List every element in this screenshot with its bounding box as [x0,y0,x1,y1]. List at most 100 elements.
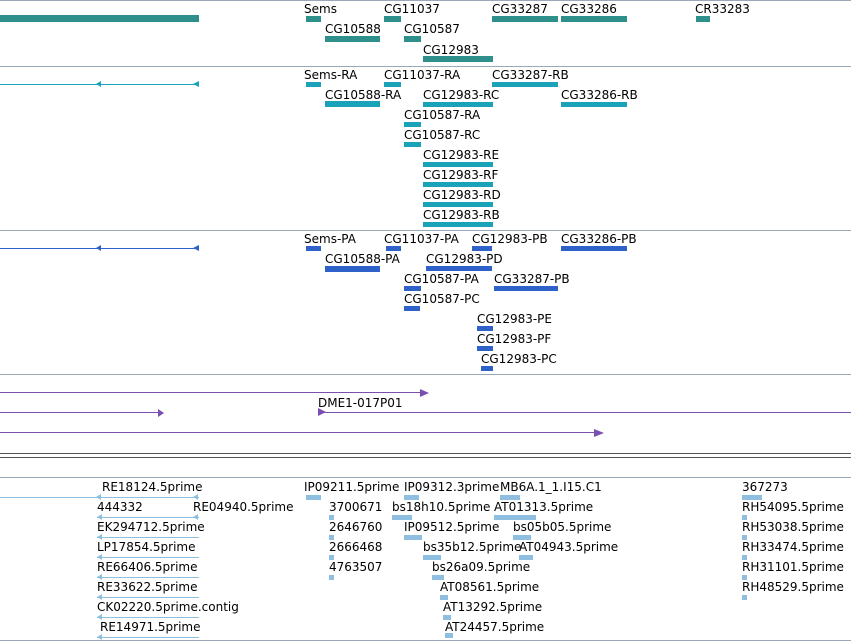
est-feature[interactable] [513,535,531,540]
est-feature[interactable] [500,495,520,500]
est-feature[interactable] [404,535,422,540]
est-label[interactable]: LP17854.5prime [97,540,196,554]
transcript-label[interactable]: CG10587-RC [404,128,481,142]
est-label[interactable]: 2646760 [329,520,383,534]
est-feature[interactable] [404,495,419,500]
est-label[interactable]: bs26a09.5prime [432,560,531,574]
est-label[interactable]: IP09312.3prime [404,480,500,494]
est-label[interactable]: RE33622.5prime [97,580,198,594]
gene-feature-cg12983[interactable] [423,56,493,62]
transcript-feature[interactable] [423,182,493,187]
est-label[interactable]: CK02220.5prime.contig [97,600,239,614]
est-label[interactable]: RH31101.5prime [742,560,844,574]
protein-label[interactable]: CG12983-PD [426,252,503,266]
transcript-feature[interactable] [306,82,321,87]
gene-feature-cg33286[interactable] [561,16,627,22]
protein-feature[interactable] [477,346,493,351]
transcript-label[interactable]: CG10588-RA [325,88,402,102]
est-label[interactable]: IP09512.5prime [404,520,500,534]
transcript-feature[interactable] [384,82,401,87]
est-feature[interactable] [494,515,536,520]
protein-feature[interactable] [426,266,492,271]
est-feature[interactable] [329,575,334,580]
est-label[interactable]: AT08561.5prime [440,580,540,594]
transcript-feature[interactable] [423,162,493,167]
transcript-feature[interactable] [404,142,421,147]
gene-label[interactable]: CG10588 [325,22,381,36]
protein-feature[interactable] [477,326,493,331]
gene-label[interactable]: CR33283 [695,2,750,16]
transcript-label[interactable]: CG33286-RB [561,88,638,102]
transcript-feature[interactable] [423,102,493,107]
gene-label[interactable]: CG11037 [384,2,440,16]
protein-label[interactable]: CG10587-PA [404,272,479,286]
gene-feature-sems[interactable] [306,16,321,22]
protein-label[interactable]: CG12983-PE [477,312,552,326]
alignment-line[interactable] [0,412,163,413]
protein-label[interactable]: CG33287-PB [494,272,570,286]
est-label[interactable]: AT01313.5prime [494,500,594,514]
protein-feature[interactable] [481,366,493,371]
gene-label[interactable]: CG10587 [404,22,460,36]
protein-feature[interactable] [561,246,627,251]
est-feature[interactable] [423,555,441,560]
est-feature[interactable] [742,495,762,500]
transcript-label[interactable]: Sems-RA [304,68,358,82]
est-feature[interactable] [392,515,412,520]
protein-feature[interactable] [404,306,420,311]
est-label[interactable]: bs35b12.5prime [423,540,522,554]
est-label[interactable]: 367273 [742,480,788,494]
gene-label[interactable]: Sems [304,2,337,16]
transcript-label[interactable]: CG12983-RE [423,148,500,162]
est-feature[interactable] [440,595,448,600]
est-label[interactable]: RE66406.5prime [97,560,198,574]
protein-feature[interactable] [325,266,380,272]
transcript-feature[interactable] [423,202,493,207]
est-label[interactable]: 3700671 [329,500,383,514]
est-label[interactable]: 2666468 [329,540,383,554]
gene-feature-cg10587[interactable] [404,36,421,42]
gene-label[interactable]: CG12983 [423,43,479,57]
est-feature[interactable] [742,535,747,540]
alignment-line[interactable] [0,392,426,393]
est-feature[interactable] [443,615,451,620]
est-feature[interactable] [742,515,747,520]
gene-label[interactable]: CG33286 [561,2,617,16]
est-feature[interactable] [742,595,747,600]
protein-label[interactable]: CG10588-PA [325,252,400,266]
est-feature[interactable] [742,575,747,580]
protein-label[interactable]: CG10587-PC [404,292,480,306]
est-feature[interactable] [306,495,321,500]
protein-label[interactable]: CG12983-PF [477,332,552,346]
protein-label[interactable]: CG11037-PA [384,232,459,246]
transcript-feature[interactable] [404,122,421,127]
est-label[interactable]: RE04940.5prime [193,500,294,514]
gene-feature-cg10588[interactable] [325,36,380,42]
est-feature[interactable] [445,633,453,638]
est-feature[interactable] [519,555,533,560]
transcript-label[interactable]: CG33287-RB [492,68,569,82]
est-label[interactable]: RH48529.5prime [742,580,844,594]
est-label[interactable]: RH33474.5prime [742,540,844,554]
alignment-label[interactable]: DME1-017P01 [318,396,403,410]
transcript-feature[interactable] [423,222,493,227]
est-label[interactable]: bs05b05.5prime [513,520,612,534]
transcript-label[interactable]: CG12983-RB [423,208,500,222]
gene-feature-cg11037[interactable] [384,16,401,22]
gene-feature-bar[interactable] [0,15,199,22]
est-label[interactable]: EK294712.5prime [97,520,205,534]
est-feature[interactable] [742,555,747,560]
protein-feature[interactable] [472,246,492,251]
protein-label[interactable]: CG12983-PC [481,352,557,366]
est-label[interactable]: 444332 [97,500,143,514]
protein-feature[interactable] [494,286,558,291]
protein-feature[interactable] [306,246,321,251]
transcript-label[interactable]: CG12983-RD [423,188,501,202]
alignment-line[interactable] [318,412,851,413]
est-feature[interactable] [329,535,334,540]
est-feature[interactable] [329,515,334,520]
transcript-label[interactable]: CG11037-RA [384,68,461,82]
est-label[interactable]: RE18124.5prime [102,480,203,494]
est-label[interactable]: AT04943.5prime [519,540,619,554]
est-label[interactable]: RH54095.5prime [742,500,844,514]
